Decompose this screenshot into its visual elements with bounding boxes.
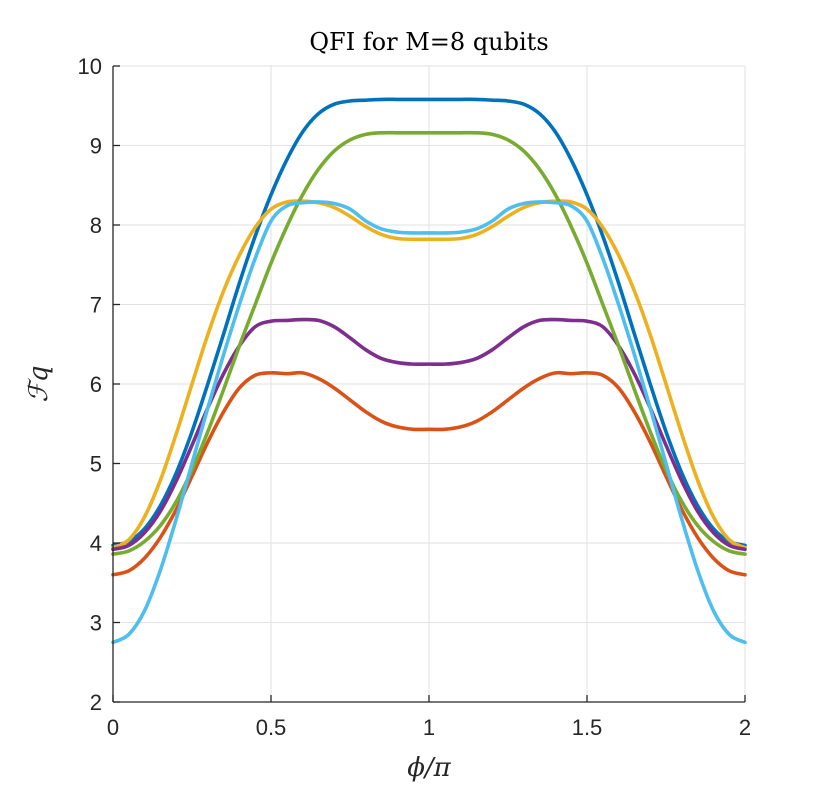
y-tick-label-8: 10 (78, 54, 102, 79)
axes (112, 65, 746, 703)
series-line-1 (111, 97, 747, 548)
series-line-4 (111, 317, 747, 552)
y-tick-label-7: 9 (90, 134, 102, 159)
tick-labels: 0 0.5 1 1.5 2 2 3 4 5 6 7 8 9 10 (78, 54, 752, 740)
y-tick-label-4: 6 (90, 372, 102, 397)
series-line-5 (111, 130, 747, 556)
y-tick-label-1: 3 (90, 611, 102, 636)
x-tick-label-4: 2 (739, 715, 751, 740)
y-tick-label-6: 8 (90, 213, 102, 238)
y-tick-label-2: 4 (90, 531, 102, 556)
series-lines (111, 97, 747, 645)
x-tick-label-2: 1 (423, 715, 435, 740)
x-tick-label-1: 0.5 (256, 715, 287, 740)
series-line-3 (111, 199, 747, 550)
series-line-2 (111, 370, 747, 577)
chart-title: QFI for M=8 qubits (309, 28, 548, 56)
y-tick-label-0: 2 (90, 690, 102, 715)
x-axis-label: ϕ/π (407, 753, 451, 783)
series-line-6 (111, 200, 747, 645)
x-tick-label-0: 0 (107, 715, 119, 740)
x-tick-label-3: 1.5 (572, 715, 603, 740)
y-axis-label: ℱq (24, 365, 54, 402)
y-tick-label-5: 7 (90, 293, 102, 318)
y-tick-label-3: 5 (90, 452, 102, 477)
